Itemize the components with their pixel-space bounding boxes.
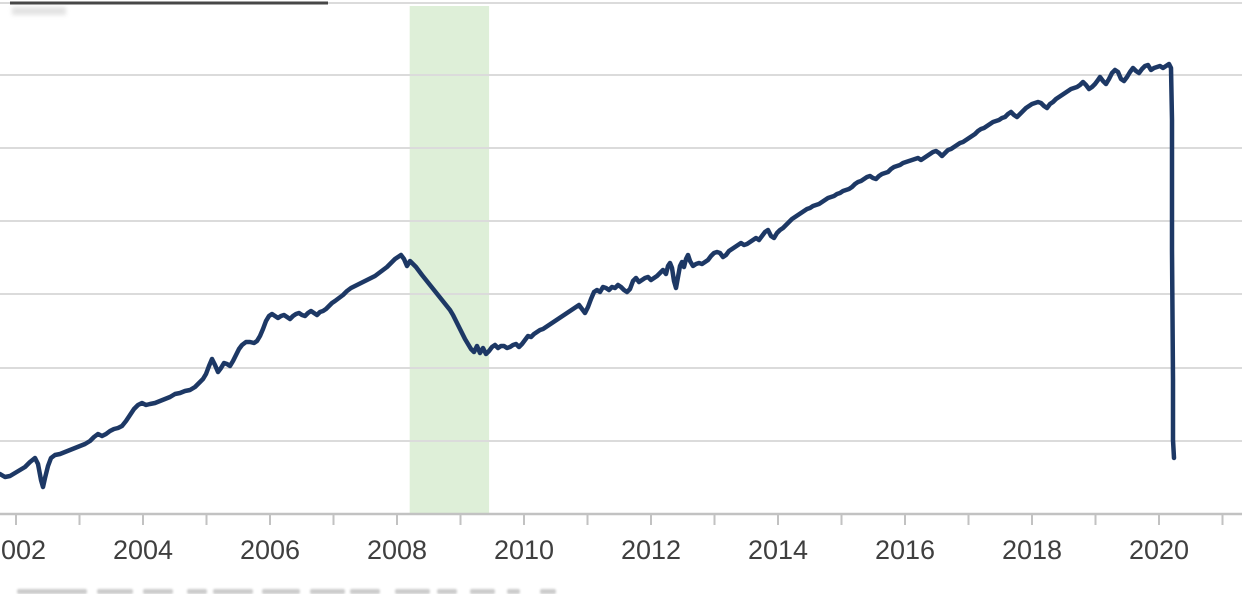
- cutoff-letter-tops: [262, 589, 300, 594]
- cutoff-letter-tops: [540, 589, 556, 594]
- x-axis-label-2014: 2014: [748, 535, 808, 565]
- recession-shaded-band: [409, 6, 490, 514]
- x-axis-label-2012: 2012: [621, 535, 681, 565]
- cutoff-letter-tops: [187, 589, 207, 594]
- cutoff-letter-tops: [310, 589, 345, 594]
- cutoff-fragment-top: [12, 7, 66, 15]
- x-axis-label-2006: 2006: [240, 535, 300, 565]
- cutoff-letter-tops: [143, 589, 173, 594]
- cutoff-letter-tops: [17, 589, 87, 594]
- x-axis-label-2008: 2008: [367, 535, 427, 565]
- x-axis-label-2020: 2020: [1129, 535, 1189, 565]
- x-axis-label-2002: 2002: [0, 535, 46, 565]
- cutoff-letter-tops: [213, 589, 253, 594]
- cutoff-letter-tops: [437, 589, 457, 594]
- x-axis-label-2004: 2004: [113, 535, 173, 565]
- x-axis-label-2016: 2016: [875, 535, 935, 565]
- cutoff-letter-tops: [97, 589, 133, 594]
- employment-series-line: [0, 61, 1177, 490]
- cutoff-letter-tops: [507, 589, 520, 594]
- cutoff-text-fragment-bottom: [17, 589, 556, 594]
- cutoff-letter-tops: [395, 589, 430, 594]
- cutoff-letter-tops: [350, 589, 380, 594]
- x-axis-label-2010: 2010: [494, 535, 554, 565]
- x-axis-label-2018: 2018: [1002, 535, 1062, 565]
- cutoff-letter-tops: [470, 589, 495, 594]
